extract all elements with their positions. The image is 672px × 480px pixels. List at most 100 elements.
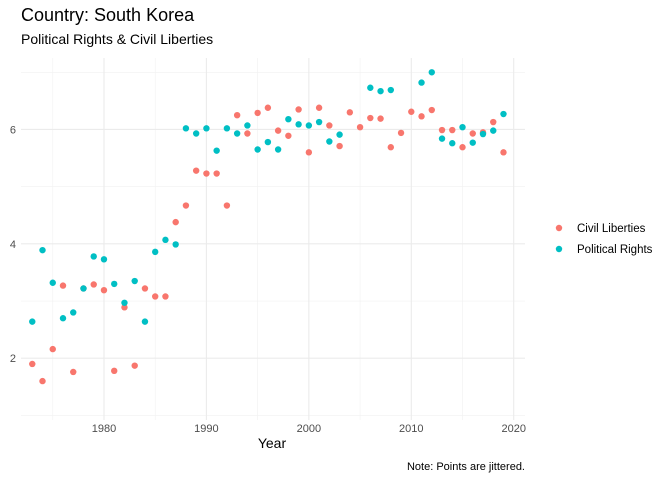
civil-liberties-point <box>49 345 56 353</box>
civil-liberties-point <box>356 123 364 131</box>
political-rights-point <box>418 79 425 86</box>
x-axis-ticks: 1980 1990 2000 2010 2020 <box>92 423 526 435</box>
x-tick-label: 1980 <box>92 423 116 435</box>
civil-liberties-point <box>131 362 138 369</box>
civil-liberties-point <box>70 368 77 376</box>
political-rights-point <box>274 146 282 153</box>
political-rights-point <box>80 285 87 292</box>
chart-subtitle: Political Rights & Civil Liberties <box>21 31 213 47</box>
legend-key-political-rights <box>555 245 563 253</box>
x-axis-title: Year <box>258 435 287 451</box>
political-rights-point <box>315 118 323 126</box>
civil-liberties-point <box>223 202 231 209</box>
civil-liberties-point <box>111 367 118 375</box>
civil-liberties-point <box>121 304 128 311</box>
civil-liberties-point <box>500 149 507 156</box>
civil-liberties-point <box>274 127 282 134</box>
political-rights-point <box>500 110 507 118</box>
political-rights-point <box>121 299 128 306</box>
political-rights-point <box>285 115 292 123</box>
civil-liberties-point <box>346 109 354 116</box>
political-rights-point <box>213 147 220 154</box>
civil-liberties-point <box>490 118 497 126</box>
civil-liberties-point <box>192 167 200 174</box>
civil-liberties-point <box>39 377 46 385</box>
y-axis-ticks: 2 4 6 <box>10 124 16 365</box>
plot-points <box>29 69 507 385</box>
civil-liberties-point <box>418 113 425 120</box>
legend: Civil Liberties Political Rights <box>555 223 653 256</box>
political-rights-point <box>367 84 374 91</box>
civil-liberties-point <box>295 106 302 113</box>
civil-liberties-point <box>397 129 405 137</box>
civil-liberties-point <box>459 144 466 151</box>
political-rights-point <box>141 318 149 325</box>
civil-liberties-point <box>203 170 210 177</box>
political-rights-point <box>223 125 231 132</box>
civil-liberties-point <box>449 126 456 134</box>
chart-title: Country: South Korea <box>21 5 195 25</box>
political-rights-point <box>459 123 466 131</box>
civil-liberties-point <box>387 144 395 151</box>
civil-liberties-point <box>408 108 415 115</box>
political-rights-point <box>479 130 487 138</box>
caption: Note: Points are jittered. <box>407 461 525 473</box>
political-rights-point <box>295 121 302 128</box>
civil-liberties-point <box>233 111 241 119</box>
legend-key-civil-liberties <box>555 224 563 232</box>
political-rights-point <box>490 127 497 134</box>
political-rights-point <box>438 135 446 142</box>
political-rights-point <box>70 309 77 316</box>
civil-liberties-point <box>428 106 435 114</box>
civil-liberties-point <box>285 132 292 139</box>
legend-label-civil-liberties: Civil Liberties <box>577 223 646 235</box>
political-rights-point <box>192 130 200 137</box>
political-rights-point <box>428 69 435 76</box>
political-rights-point <box>172 241 179 248</box>
civil-liberties-point <box>367 114 374 122</box>
political-rights-point <box>111 280 118 288</box>
civil-liberties-point <box>29 360 36 368</box>
civil-liberties-point <box>469 130 476 137</box>
civil-liberties-point <box>213 170 220 177</box>
civil-liberties-point <box>315 104 323 111</box>
civil-liberties-point <box>244 130 251 137</box>
civil-liberties-point <box>172 218 179 226</box>
civil-liberties-point <box>377 115 384 122</box>
x-tick-label: 2010 <box>399 423 423 435</box>
political-rights-point <box>131 277 138 285</box>
civil-liberties-point <box>90 281 97 288</box>
civil-liberties-point <box>162 293 169 300</box>
y-tick-label: 2 <box>10 353 16 365</box>
political-rights-point <box>264 138 272 146</box>
political-rights-point <box>233 130 241 137</box>
political-rights-point <box>305 122 313 129</box>
civil-liberties-point <box>59 282 67 289</box>
political-rights-point <box>59 315 67 322</box>
political-rights-point <box>377 87 384 95</box>
political-rights-point <box>336 131 343 138</box>
political-rights-point <box>29 318 36 325</box>
x-tick-label: 2020 <box>501 423 525 435</box>
civil-liberties-point <box>438 126 446 134</box>
civil-liberties-point <box>336 142 343 150</box>
political-rights-point <box>326 138 333 145</box>
political-rights-point <box>162 236 169 244</box>
civil-liberties-point <box>326 122 333 129</box>
y-tick-label: 4 <box>10 239 16 251</box>
civil-liberties-point <box>100 286 108 294</box>
civil-liberties-point <box>151 293 159 300</box>
political-rights-point <box>203 125 210 132</box>
political-rights-point <box>254 146 261 153</box>
political-rights-point <box>244 122 251 129</box>
legend-label-political-rights: Political Rights <box>577 244 653 256</box>
political-rights-point <box>151 248 159 256</box>
political-rights-point <box>100 256 108 263</box>
y-tick-label: 6 <box>10 124 16 136</box>
political-rights-point <box>49 279 56 286</box>
civil-liberties-point <box>305 149 313 156</box>
political-rights-point <box>387 86 395 94</box>
civil-liberties-point <box>182 202 190 209</box>
x-tick-label: 1990 <box>194 423 218 435</box>
political-rights-point <box>449 140 456 147</box>
